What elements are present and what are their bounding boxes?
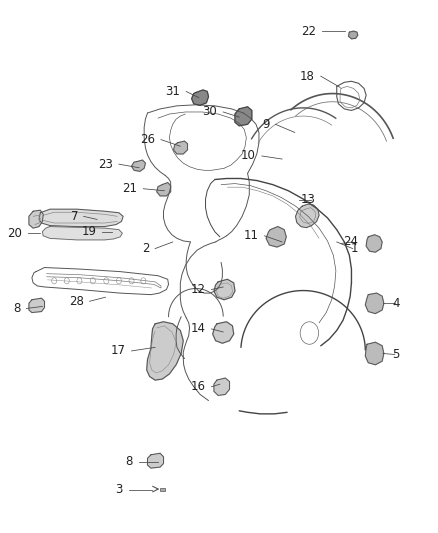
Polygon shape [42, 227, 122, 240]
Text: 21: 21 [122, 182, 137, 195]
Polygon shape [148, 453, 163, 468]
Text: 1: 1 [350, 242, 358, 255]
Text: 8: 8 [125, 456, 133, 469]
Text: 23: 23 [98, 158, 113, 171]
Text: 5: 5 [392, 348, 400, 361]
Text: 28: 28 [69, 295, 84, 308]
Text: 20: 20 [7, 227, 22, 240]
Text: 19: 19 [81, 225, 96, 238]
Text: 2: 2 [142, 242, 150, 255]
Polygon shape [29, 210, 43, 228]
Text: 14: 14 [191, 322, 205, 335]
Polygon shape [29, 298, 45, 312]
Text: 10: 10 [241, 149, 256, 163]
Polygon shape [366, 235, 382, 252]
Polygon shape [365, 342, 384, 365]
Text: 16: 16 [191, 380, 205, 393]
Text: 9: 9 [262, 118, 269, 131]
Text: 18: 18 [300, 70, 315, 83]
Text: 22: 22 [301, 25, 316, 38]
Text: 17: 17 [111, 344, 126, 358]
Polygon shape [192, 90, 208, 106]
Text: 4: 4 [392, 297, 400, 310]
Bar [160, 488, 165, 490]
Polygon shape [365, 293, 384, 313]
Text: 7: 7 [71, 210, 78, 223]
Polygon shape [157, 183, 171, 196]
Text: 11: 11 [244, 229, 259, 243]
Text: 13: 13 [301, 193, 316, 206]
Polygon shape [39, 209, 123, 227]
Polygon shape [214, 378, 230, 395]
Polygon shape [131, 160, 145, 171]
Polygon shape [235, 107, 252, 126]
Polygon shape [266, 227, 286, 247]
Text: 3: 3 [115, 483, 122, 496]
Text: 12: 12 [191, 283, 205, 296]
Text: 30: 30 [202, 106, 217, 118]
Text: 8: 8 [13, 302, 21, 315]
Text: 31: 31 [166, 85, 180, 98]
Polygon shape [173, 141, 187, 154]
Text: 26: 26 [140, 133, 155, 146]
Polygon shape [213, 322, 234, 343]
Text: 24: 24 [343, 236, 358, 248]
Polygon shape [214, 279, 235, 300]
Polygon shape [349, 31, 358, 39]
Polygon shape [296, 204, 319, 228]
Polygon shape [147, 322, 183, 380]
